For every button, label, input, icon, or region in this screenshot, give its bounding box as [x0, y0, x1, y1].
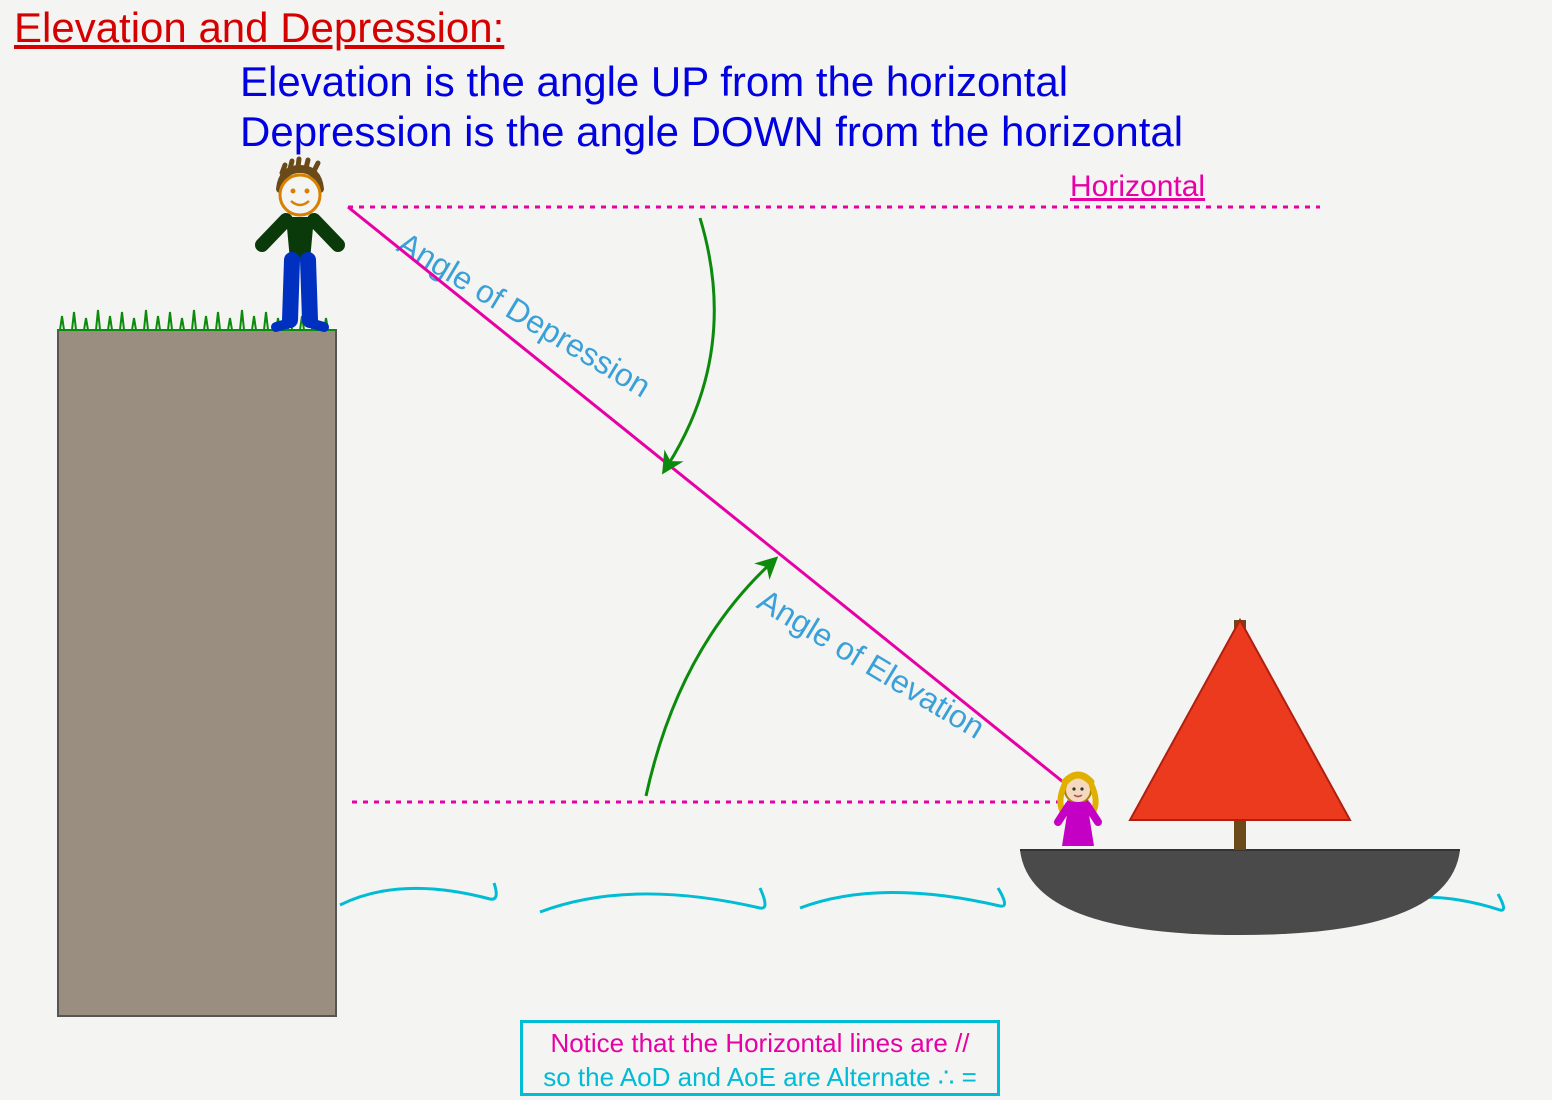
person-cliff-icon: [262, 159, 338, 327]
depression-arc: [668, 218, 714, 465]
angle-of-depression-label: Angle of Depression: [391, 225, 657, 405]
horizontal-label: Horizontal: [1070, 170, 1205, 204]
page-title: Elevation and Depression:: [14, 4, 504, 52]
definition-elevation: Elevation is the angle UP from the horiz…: [240, 58, 1068, 106]
elevation-arc: [646, 564, 770, 796]
person-boat-icon: [1058, 775, 1098, 846]
notice-line-1: Notice that the Horizontal lines are //: [523, 1027, 997, 1061]
boat-icon: [1020, 620, 1460, 935]
notice-line-2: so the AoD and AoE are Alternate ∴ =: [523, 1061, 997, 1095]
sea-waves-icon: [340, 883, 1504, 912]
diagram-scene: [0, 0, 1552, 1100]
notice-box: Notice that the Horizontal lines are // …: [520, 1020, 1000, 1096]
grass-icon: [58, 310, 336, 330]
definition-depression: Depression is the angle DOWN from the ho…: [240, 108, 1183, 156]
angle-of-elevation-label: Angle of Elevation: [751, 582, 991, 747]
cliff-rect: [58, 330, 336, 1016]
